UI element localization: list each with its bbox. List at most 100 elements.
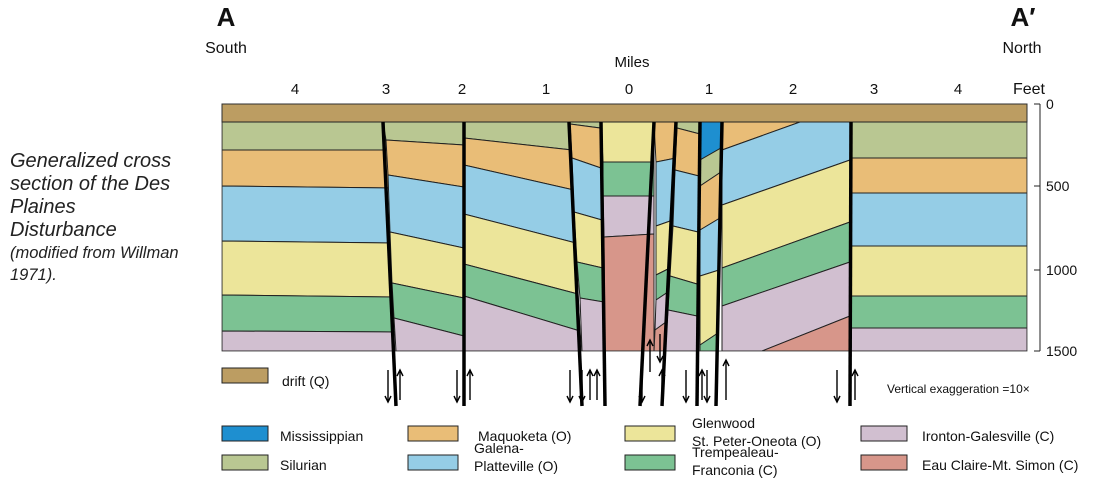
- displacement-arrow: [833, 370, 841, 404]
- legend-swatch-miss: [221, 425, 269, 442]
- depth-tick-label: 0: [1046, 96, 1054, 112]
- depth-tick-label: 1000: [1046, 262, 1077, 278]
- legend-swatch-galena: [407, 454, 459, 471]
- legend-label-eauclaire: Eau Claire-Mt. Simon (C): [922, 457, 1078, 473]
- fault-line: [714, 121, 724, 407]
- displacement-arrow: [646, 338, 654, 372]
- trempealeau-block-4: [576, 261, 605, 303]
- end-direction-left: South: [205, 40, 247, 57]
- end-letter-left: A: [217, 2, 236, 32]
- silurian-block-1: [222, 122, 397, 151]
- distance-tick-label: 1: [705, 81, 713, 98]
- trempealeau-block-5: [602, 161, 655, 197]
- galena-block-4: [571, 157, 603, 221]
- legend-swatch-maquoketa: [407, 425, 459, 442]
- distance-tick-label: 3: [382, 81, 390, 98]
- displacement-arrows: [384, 334, 859, 404]
- depth-tick-label: 500: [1046, 178, 1070, 194]
- displacement-arrow: [656, 334, 664, 364]
- ironton-block-2: [393, 317, 465, 351]
- glenwood-block-4: [573, 211, 604, 269]
- galena-block-10: [849, 192, 1027, 247]
- faults: [381, 121, 853, 407]
- displacement-arrow: [682, 370, 690, 404]
- ironton-block-1: [222, 330, 397, 351]
- displacement-arrow: [722, 358, 730, 400]
- displacement-arrow: [851, 368, 859, 400]
- displacement-arrow: [593, 368, 601, 400]
- distance-tick-label: 1: [542, 81, 550, 98]
- end-direction-right: North: [1002, 40, 1041, 57]
- trempealeau-block-8: [699, 332, 719, 351]
- legend: drift (Q) Mississippian Silurian Maquoketa …: [221, 367, 1078, 478]
- distance-tick-label: 3: [870, 81, 878, 98]
- maquoketa-block-7: [674, 127, 701, 177]
- displacement-arrow: [396, 368, 404, 400]
- legend-label-drift: drift (Q): [282, 373, 329, 389]
- end-letter-right: A′: [1010, 2, 1035, 32]
- glenwood-block-7: [669, 225, 699, 285]
- caption-main: Generalized cross section of the Des Pla…: [10, 150, 172, 241]
- legend-label-ironton: Ironton-Galesville (C): [922, 428, 1054, 444]
- maquoketa-block-10: [849, 157, 1027, 194]
- displacement-arrow: [566, 370, 574, 404]
- silurian-block-10: [849, 122, 1027, 159]
- fault-line: [599, 121, 607, 407]
- legend-swatch-trempealeau: [624, 454, 676, 471]
- glenwood-block-10: [849, 245, 1027, 297]
- distance-tick-label: 2: [789, 81, 797, 98]
- legend-swatch-drift: [221, 367, 269, 384]
- legend-label-glenwood: Glenwood St. Peter-Oneota (O): [692, 415, 821, 449]
- displacement-arrow: [453, 370, 461, 404]
- galena-block-7: [672, 169, 700, 233]
- displacement-arrow: [586, 368, 594, 400]
- strata: [222, 122, 1027, 351]
- distance-ticks: 4 3 2 1 0 1 2 3 4: [291, 81, 962, 98]
- legend-swatch-eauclaire: [860, 454, 908, 471]
- displacement-arrow: [384, 370, 392, 404]
- galena-block-1: [222, 185, 397, 244]
- displacement-arrow: [466, 368, 474, 400]
- ironton-block-4: [579, 297, 606, 351]
- ironton-block-5: [602, 195, 655, 238]
- legend-label-galena: Galena-Platteville (O): [474, 440, 558, 474]
- ironton-block-10: [849, 327, 1027, 351]
- distance-tick-label: 2: [458, 81, 466, 98]
- fault-line: [660, 121, 678, 407]
- displacement-arrow: [578, 370, 586, 404]
- fault-line: [638, 121, 656, 407]
- figure-caption: Generalized cross section of the Des Pla…: [10, 150, 180, 286]
- distance-tick-label: 0: [625, 81, 633, 98]
- distance-tick-label: 4: [291, 81, 299, 98]
- displacement-arrow: [638, 370, 646, 404]
- distance-label: Miles: [614, 54, 649, 71]
- trempealeau-block-10: [849, 295, 1027, 329]
- depth-tick-label: 1500: [1046, 343, 1077, 359]
- legend-label-miss: Mississippian: [280, 428, 363, 444]
- fault-line: [695, 121, 702, 407]
- legend-swatch-silurian: [221, 454, 269, 471]
- legend-label-trempealeau: Trempealeau-Franconia (C): [692, 444, 779, 478]
- displacement-arrow: [658, 368, 666, 400]
- fault-line: [567, 121, 584, 407]
- depth-label: Feet: [1013, 81, 1046, 98]
- displacement-arrow: [703, 370, 711, 404]
- fault-line: [381, 121, 398, 407]
- exaggeration-note: Vertical exaggeration =10×: [887, 382, 1030, 396]
- caption-source: (modified from Willman 1971).: [10, 244, 179, 284]
- trempealeau-block-1: [222, 294, 397, 333]
- ironton-block-7: [664, 309, 698, 351]
- section-outline: [221, 103, 1028, 352]
- glenwood-block-1: [222, 240, 397, 298]
- distance-tick-label: 4: [954, 81, 962, 98]
- fault-line: [848, 121, 853, 407]
- maquoketa-block-1: [222, 149, 397, 189]
- depth-axis: 0 500 1000 1500: [1034, 96, 1077, 359]
- legend-label-silurian: Silurian: [280, 457, 327, 473]
- legend-label-maquoketa: Maquoketa (O): [478, 428, 571, 444]
- drift-layer: [221, 103, 1028, 123]
- displacement-arrow: [698, 368, 706, 400]
- legend-swatch-ironton: [860, 425, 908, 442]
- legend-swatch-glenwood: [624, 425, 676, 442]
